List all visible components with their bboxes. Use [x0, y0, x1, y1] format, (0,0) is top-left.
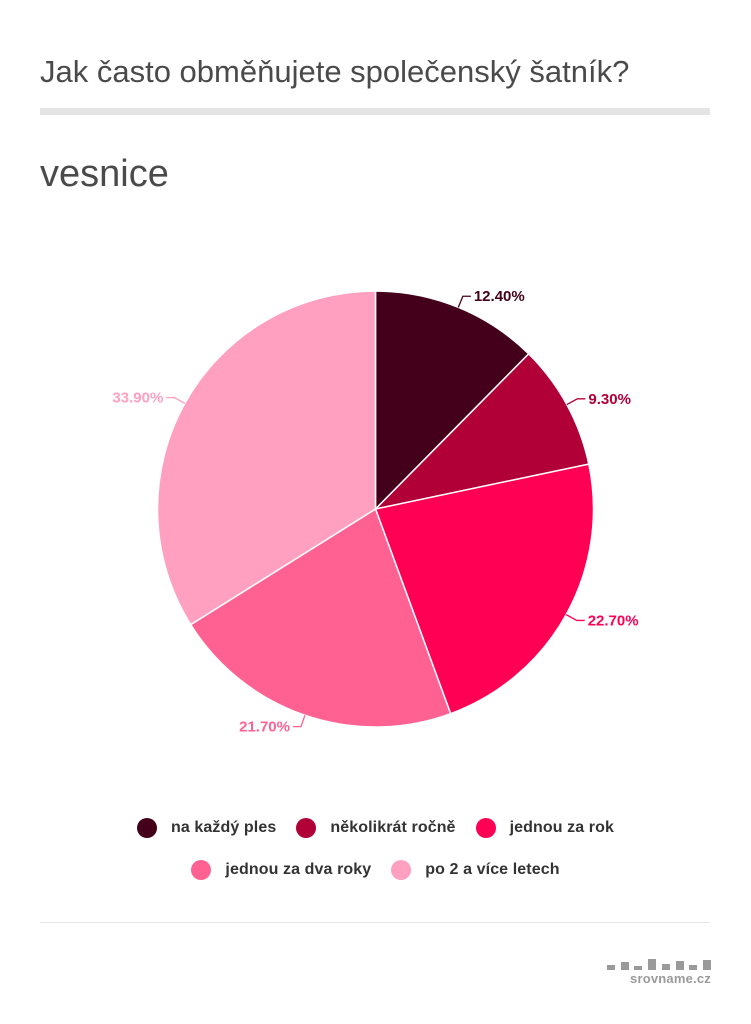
logo-text: srovname.cz — [630, 971, 711, 986]
data-label-jednou-za-dva-roky: 21.70% — [239, 719, 290, 736]
data-label-na-kazdy-ples: 12.40% — [474, 288, 525, 305]
leader-line-jednou-za-dva-roky — [292, 715, 306, 728]
legend-label: několikrát ročně — [330, 819, 456, 836]
chart-title: Jak často obměňujete společenský šatník? — [40, 54, 630, 89]
pie-slice-nekolikrat-rocne[interactable] — [373, 352, 590, 511]
data-label-nekolikrat-rocne: 9.30% — [588, 391, 631, 408]
chart-subtitle: vesnice — [40, 153, 169, 195]
legend-swatch — [296, 818, 317, 838]
legend-row-2: jednou za dva roky po 2 a více letech — [0, 860, 751, 880]
data-label-jednou-za-rok: 22.70% — [588, 612, 639, 629]
legend-swatch — [137, 818, 157, 838]
leader-line-po-2-a-vice-letech — [166, 396, 186, 404]
legend-item-nekolikrat-rocne[interactable]: několikrát ročně — [296, 818, 455, 838]
legend-row-1: na každý ples několikrát ročně jednou za… — [0, 818, 751, 838]
srovname-logo[interactable]: srovname.cz — [607, 958, 711, 986]
data-label-po-2-a-vice-letech: 33.90% — [112, 390, 163, 407]
leader-line-nekolikrat-rocne — [566, 398, 586, 406]
pie-slice-po-2-a-vice-letech[interactable] — [156, 290, 377, 626]
leader-line-na-kazdy-ples — [457, 295, 471, 308]
legend-item-jednou-za-dva-roky[interactable]: jednou za dva roky — [191, 860, 371, 880]
legend-swatch — [191, 860, 212, 880]
logo-bars-icon — [607, 958, 711, 970]
legend-swatch — [391, 860, 412, 880]
legend-item-jednou-za-rok[interactable]: jednou za rok — [475, 818, 614, 838]
title-divider — [40, 108, 710, 115]
pie-slice-jednou-za-dva-roky[interactable] — [189, 507, 452, 728]
legend-label: na každý ples — [171, 819, 277, 836]
leader-line-jednou-za-rok — [565, 614, 585, 622]
legend-item-po-2-a-vice-letech[interactable]: po 2 a více letech — [391, 860, 559, 880]
legend-swatch — [475, 818, 496, 838]
legend-label: jednou za rok — [509, 819, 614, 836]
legend-item-na-kazdy-ples[interactable]: na každý ples — [137, 818, 276, 838]
legend-label: po 2 a více letech — [425, 861, 560, 878]
footer-divider — [40, 922, 710, 923]
legend-label: jednou za dva roky — [225, 861, 372, 878]
